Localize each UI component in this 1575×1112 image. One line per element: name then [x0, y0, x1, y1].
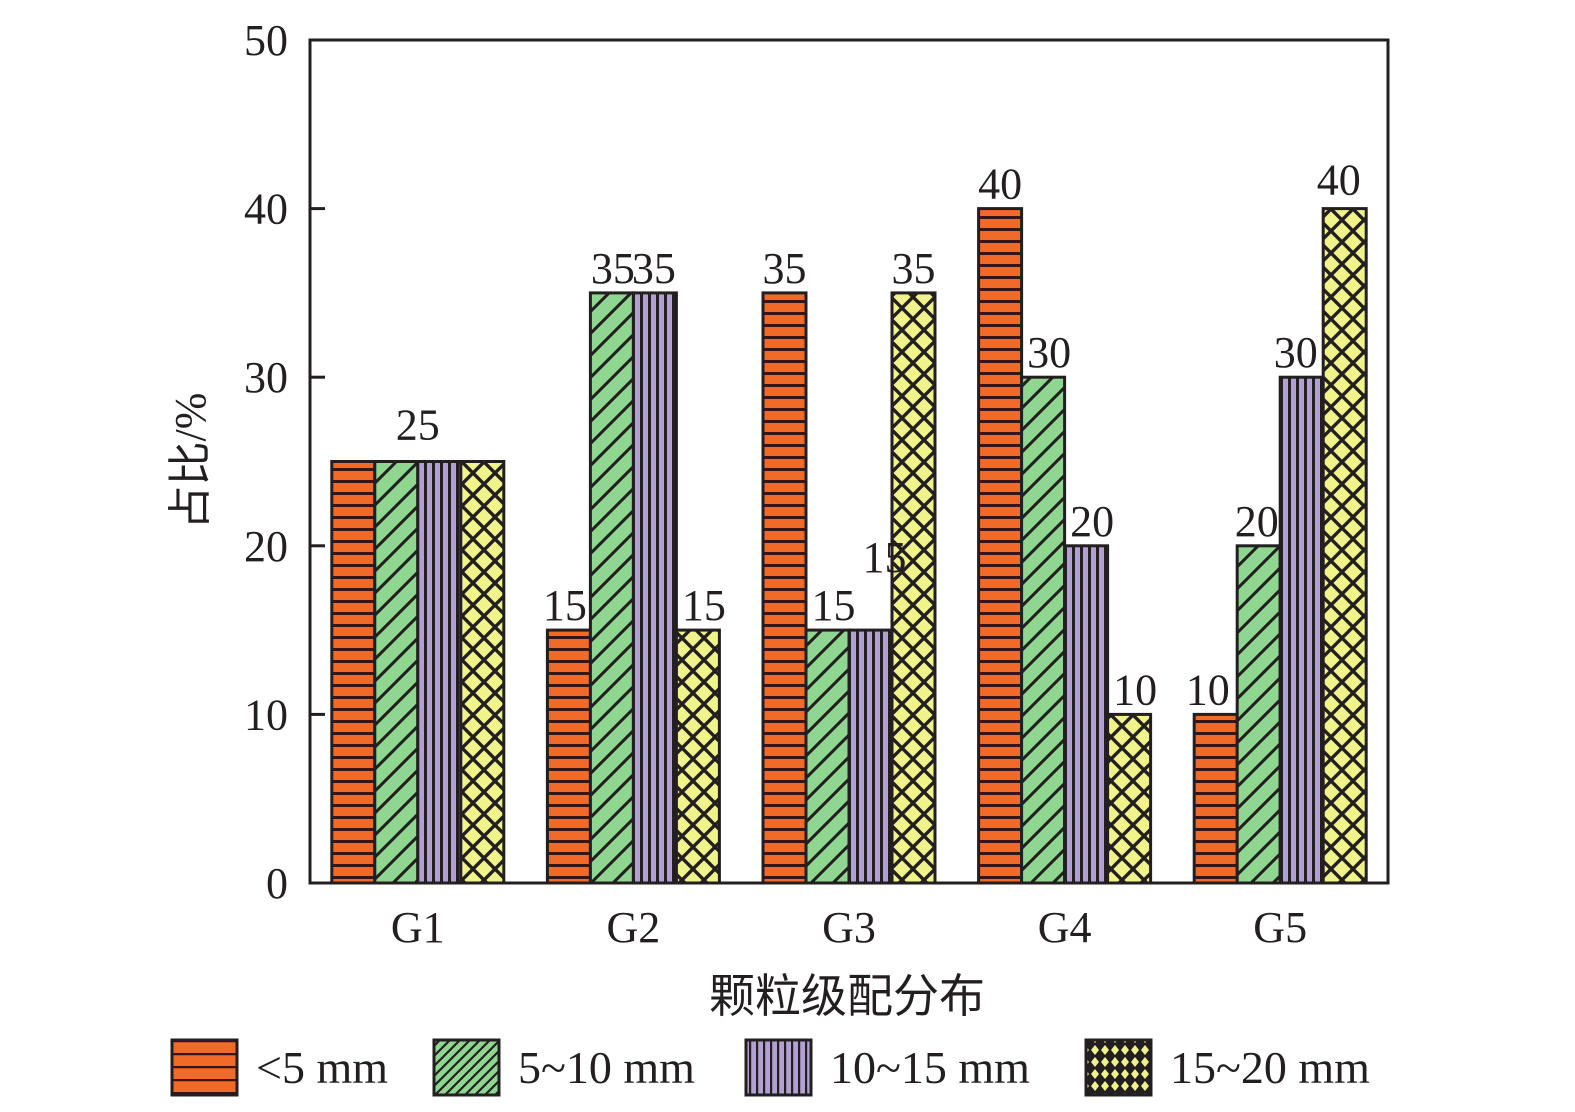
legend-swatch [170, 1038, 239, 1097]
bar-G1-series-3 [459, 460, 506, 885]
legend-swatch [1084, 1038, 1153, 1097]
legend-label: 10~15 mm [830, 1042, 1030, 1093]
data-label: 15 [682, 581, 726, 630]
bar-G5-series-0 [1192, 712, 1239, 885]
x-tick-label: G1 [391, 903, 445, 952]
data-label: 15 [543, 581, 587, 630]
bar-G2-series-1 [588, 291, 635, 885]
y-axis-title: 占比/% [166, 393, 215, 530]
data-label: 20 [1235, 497, 1279, 546]
bar-G2-series-2 [631, 291, 678, 885]
data-label: 30 [1274, 328, 1318, 377]
legend-label: <5 mm [256, 1042, 388, 1093]
legend-label: 15~20 mm [1170, 1042, 1370, 1093]
x-axis: G1 G2 G3 G4 G5 [391, 903, 1307, 952]
y-tick-label: 10 [244, 690, 288, 739]
legend-swatch [744, 1038, 813, 1097]
bars-layer [330, 207, 1368, 885]
bar-G3-series-1 [804, 628, 851, 885]
y-axis: 0 10 20 30 40 50 [244, 16, 325, 908]
legend: <5 mm 5~10 mm 10~15 mm 15~20 mm [170, 1038, 1370, 1097]
y-tick-label: 40 [244, 185, 288, 234]
data-label: 15 [812, 581, 856, 630]
data-label: 40 [978, 160, 1022, 209]
bar-G2-series-0 [545, 628, 592, 885]
bar-G4-series-0 [977, 207, 1024, 885]
bar-G1-series-1 [373, 460, 420, 885]
y-tick-label: 50 [244, 16, 288, 65]
data-label: 30 [1027, 328, 1071, 377]
y-tick-label: 30 [244, 353, 288, 402]
x-tick-label: G2 [607, 903, 661, 952]
bar-G4-series-2 [1063, 544, 1110, 885]
x-tick-label: G3 [822, 903, 876, 952]
data-label: 35 [763, 244, 807, 293]
bar-G2-series-3 [674, 628, 721, 885]
data-label: 10 [1186, 665, 1230, 714]
data-label: 35 [892, 244, 936, 293]
data-label: 35 [591, 244, 635, 293]
bar-G4-series-1 [1020, 375, 1067, 885]
bar-G3-series-3 [890, 291, 937, 885]
data-label: 35 [632, 244, 676, 293]
data-label: 20 [1070, 497, 1114, 546]
bar-G3-series-2 [847, 628, 894, 885]
y-tick-label: 20 [244, 522, 288, 571]
bar-G1-series-2 [416, 460, 463, 885]
data-label: 40 [1317, 156, 1361, 205]
data-label: 15 [863, 533, 907, 582]
bar-G5-series-3 [1321, 207, 1368, 885]
bar-G5-series-2 [1278, 375, 1325, 885]
y-tick-label: 0 [266, 859, 288, 908]
bar-G1-series-0 [330, 460, 377, 885]
x-axis-title: 颗粒级配分布 [709, 971, 985, 1022]
legend-swatch [432, 1038, 501, 1097]
bar-G3-series-0 [761, 291, 808, 885]
x-tick-label: G5 [1253, 903, 1307, 952]
data-label: 10 [1113, 665, 1157, 714]
data-label: 25 [396, 401, 440, 450]
legend-label: 5~10 mm [518, 1042, 695, 1093]
bar-G4-series-3 [1106, 712, 1153, 885]
bar-G5-series-1 [1235, 544, 1282, 885]
x-tick-label: G4 [1038, 903, 1092, 952]
